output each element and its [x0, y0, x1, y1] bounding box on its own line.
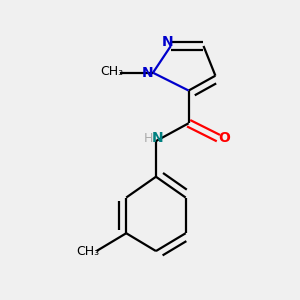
Text: N: N [162, 34, 174, 49]
Text: N: N [152, 131, 163, 145]
Text: N: N [142, 66, 153, 80]
Text: CH₃: CH₃ [100, 65, 123, 78]
Text: O: O [218, 131, 230, 145]
Text: CH₃: CH₃ [76, 244, 99, 258]
Text: H: H [144, 132, 153, 145]
